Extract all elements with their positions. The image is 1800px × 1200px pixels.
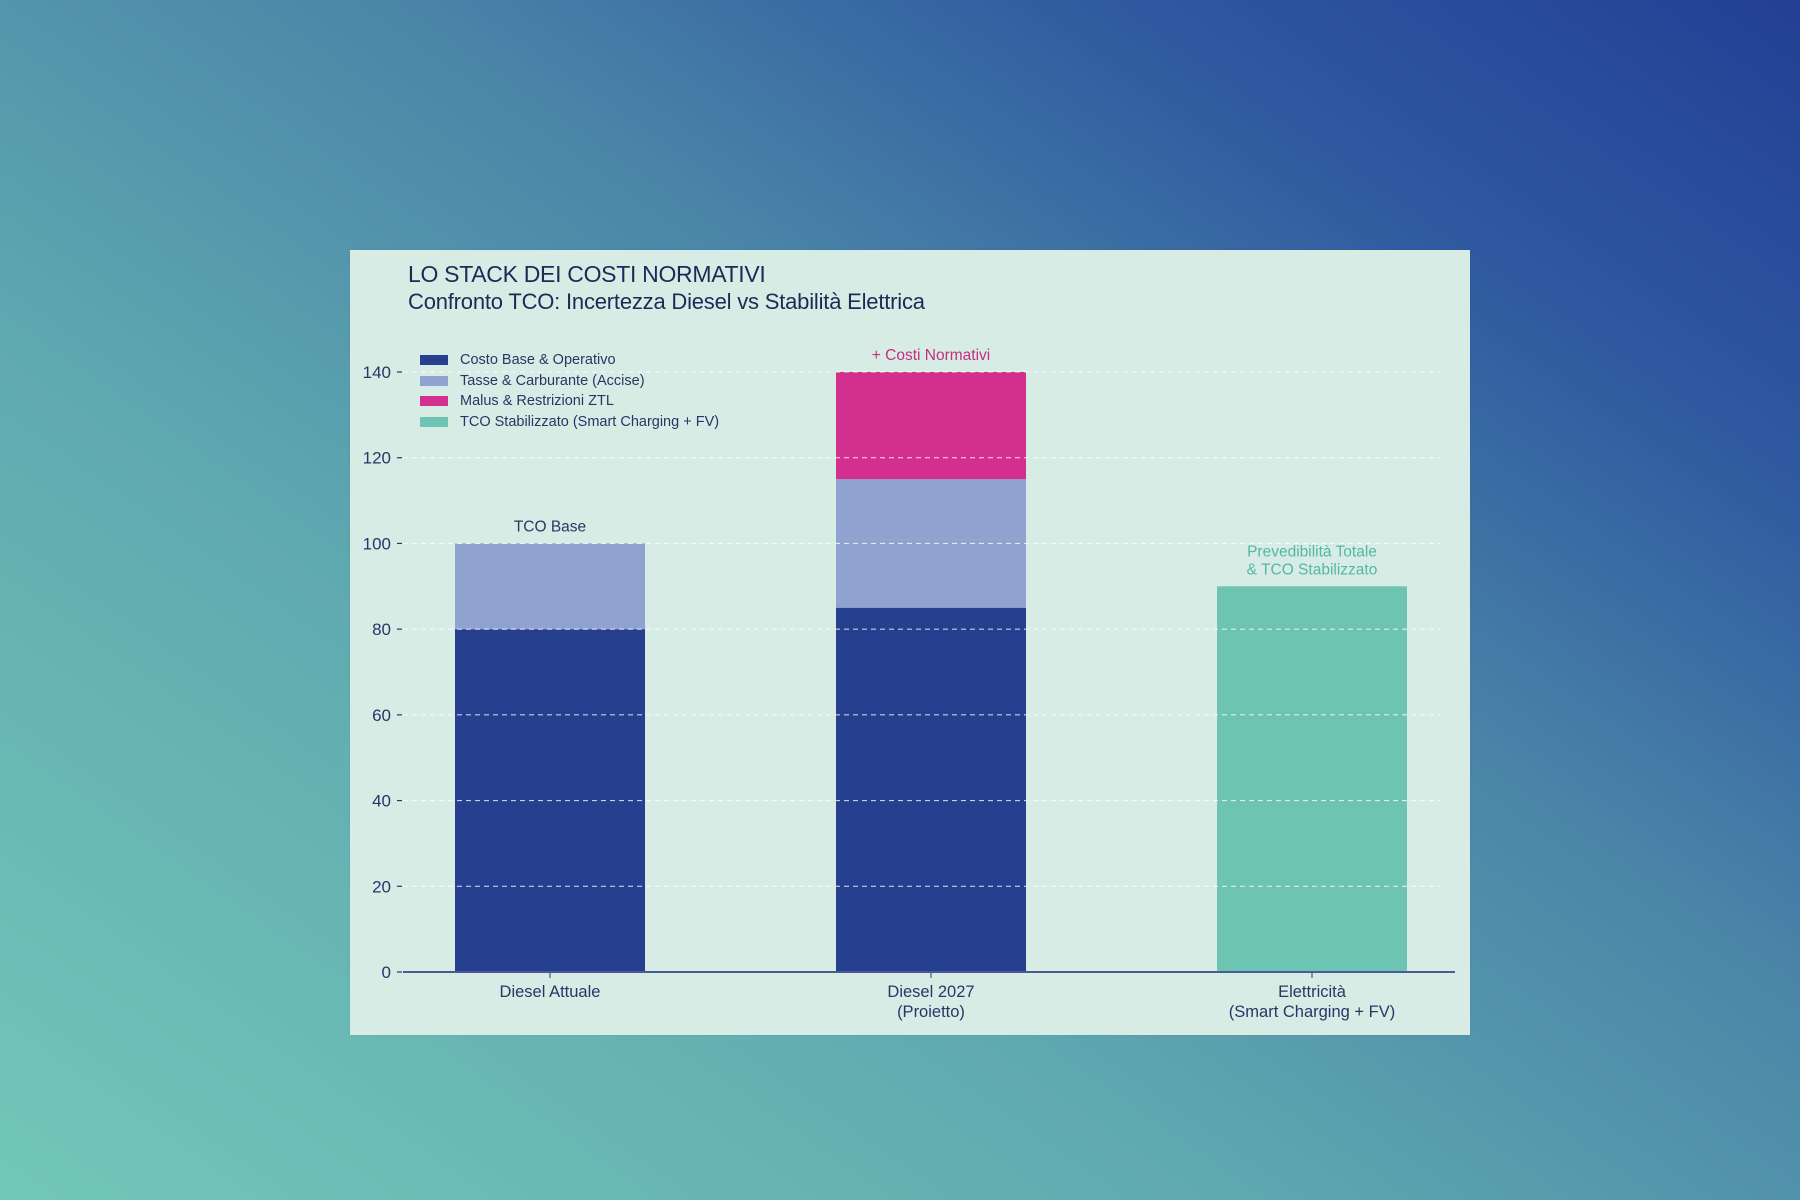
y-tick-label: 120 xyxy=(363,449,391,468)
x-tick-label: Diesel Attuale xyxy=(500,983,601,1001)
legend-label-tax: Tasse & Carburante (Accise) xyxy=(460,372,645,389)
bar-segment xyxy=(836,479,1026,608)
stacked-bar-chart: 0 20 40 60 80 100 120 140 Diesel Attuale Diesel 2… xyxy=(363,347,1455,1021)
legend-label-base: Costo Base & Operativo xyxy=(460,352,616,369)
y-tick-label: 80 xyxy=(372,620,391,639)
chart-panel: LO STACK DEI COSTI NORMATIVI Confronto T… xyxy=(350,250,1470,1035)
legend-label-stabilized: TCO Stabilizzato (Smart Charging + FV) xyxy=(460,413,720,430)
bar-segment xyxy=(836,372,1026,480)
legend-item-base: Costo Base & Operativo xyxy=(420,350,719,371)
y-tick-label: 60 xyxy=(372,706,391,725)
y-tick-label: 40 xyxy=(372,792,391,811)
x-tick-label: Elettricità xyxy=(1278,983,1347,1001)
legend-item-malus: Malus & Restrizioni ZTL xyxy=(420,391,719,412)
x-tick-label: (Smart Charging + FV) xyxy=(1229,1003,1395,1021)
legend-item-stabilized: TCO Stabilizzato (Smart Charging + FV) xyxy=(420,412,719,433)
legend-item-tax: Tasse & Carburante (Accise) xyxy=(420,371,719,392)
y-tick-label: 20 xyxy=(372,877,391,896)
legend: Costo Base & Operativo Tasse & Carburant… xyxy=(420,350,719,432)
y-tick-label: 100 xyxy=(363,534,391,553)
legend-swatch-malus xyxy=(420,396,448,407)
bar-segment xyxy=(1217,586,1407,972)
chart-subtitle: Confronto TCO: Incertezza Diesel vs Stab… xyxy=(408,289,925,314)
y-tick-label: 140 xyxy=(363,363,391,382)
bar-annotation: & TCO Stabilizzato xyxy=(1247,561,1378,578)
bar-annotation: + Costi Normativi xyxy=(872,347,990,364)
y-tick-label: 0 xyxy=(382,963,391,982)
bar-segment xyxy=(836,607,1026,972)
bar-annotation: TCO Base xyxy=(514,518,586,535)
x-tick-label: (Proietto) xyxy=(897,1003,965,1021)
legend-swatch-base xyxy=(420,355,448,366)
legend-swatch-tax xyxy=(420,375,448,386)
legend-label-malus: Malus & Restrizioni ZTL xyxy=(460,393,614,410)
chart-title: LO STACK DEI COSTI NORMATIVI xyxy=(408,261,766,287)
bar-annotation: Prevedibilità Totale xyxy=(1247,543,1377,560)
legend-swatch-stabilized xyxy=(420,416,448,427)
bar-segment xyxy=(455,543,645,630)
x-tick-label: Diesel 2027 xyxy=(887,983,974,1001)
